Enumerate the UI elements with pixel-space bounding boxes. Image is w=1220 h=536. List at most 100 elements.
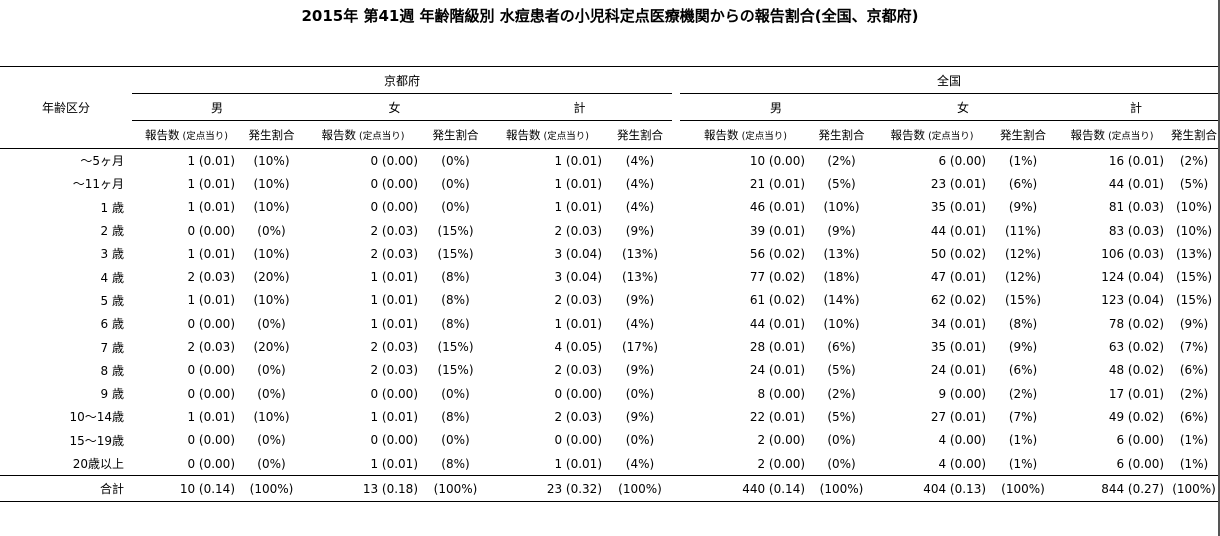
region-gap: [672, 405, 680, 428]
rate-cell-kyoto-male: (10%): [253, 246, 290, 261]
count-cell-kyoto-total: 3 (0.04): [554, 270, 602, 285]
rate-cell-national-male: (2%): [827, 386, 856, 401]
count-cell-kyoto-female: 0 (0.00): [370, 200, 418, 215]
count-sub-label: (定点当り): [179, 130, 228, 142]
age-cell: 5 歳: [100, 293, 124, 308]
count-cell-kyoto-female: 13 (0.18): [302, 475, 424, 503]
rate-cell-kyoto-female: (8%): [441, 456, 470, 471]
count-cell-kyoto-total: 4 (0.05): [554, 340, 602, 355]
region-gap: [672, 429, 680, 452]
count-cell-national-female: 404 (0.13): [872, 475, 993, 503]
count-cell-national-female: 35 (0.01): [930, 200, 987, 215]
count-cell-national-total: 844 (0.27): [1054, 475, 1171, 503]
count-cell-kyoto-female: 0 (0.00): [370, 433, 418, 448]
region-gap: [672, 312, 680, 335]
rate-cell-kyoto-female: (15%): [437, 223, 474, 238]
age-cell: 9 歳: [100, 387, 124, 402]
count-sub-label: (定点当り): [1105, 130, 1154, 142]
rate-cell-national-female: (1%): [1008, 433, 1038, 448]
count-label: 報告数: [506, 127, 541, 142]
rate-header-kyoto-female: 発生割合: [424, 120, 487, 149]
table-row: 5 歳 1 (0.01) (10%) 1 (0.01) (8%) 2 (0.03) (9%)…: [0, 289, 1218, 312]
rate-cell-kyoto-total: (17%): [621, 340, 659, 355]
age-cell: 3 歳: [100, 247, 124, 262]
rate-cell-national-female: (9%): [1008, 200, 1038, 215]
rate-cell-national-male: (2%): [827, 153, 856, 168]
rate-cell-kyoto-male: (0%): [257, 363, 286, 378]
count-cell-kyoto-female: 1 (0.01): [370, 456, 418, 471]
sex-header-kyoto-female: 女: [302, 93, 487, 121]
count-header-national-male: 報告数 (定点当り): [680, 120, 812, 149]
rate-cell-national-female: (15%): [1004, 293, 1042, 308]
count-cell-kyoto-male: 0 (0.00): [187, 223, 235, 238]
table-row: 8 歳 0 (0.00) (0%) 2 (0.03) (15%) 2 (0.03) (9%)…: [0, 359, 1218, 382]
count-cell-national-total: 17 (0.01): [1108, 386, 1165, 401]
count-cell-kyoto-total: 2 (0.03): [554, 293, 602, 308]
region-gap: [672, 94, 680, 121]
rate-cell-national-total: (2%): [1179, 153, 1209, 168]
region-gap: [672, 335, 680, 358]
count-cell-national-total: 44 (0.01): [1108, 176, 1165, 191]
count-cell-national-male: 10 (0.00): [749, 153, 806, 168]
rate-cell-national-total: (5%): [1179, 176, 1209, 191]
rate-cell-kyoto-total: (4%): [625, 316, 655, 331]
table-row: 3 歳 1 (0.01) (10%) 2 (0.03) (15%) 3 (0.04) (13…: [0, 242, 1218, 265]
table-row: 10～14歳 1 (0.01) (10%) 1 (0.01) (8%) 2 (0.03) (…: [0, 405, 1218, 428]
count-cell-national-male: 39 (0.01): [749, 223, 806, 238]
sex-header-kyoto-total: 計: [487, 93, 673, 121]
count-label: 報告数: [145, 127, 180, 142]
count-cell-kyoto-female: 2 (0.03): [370, 223, 418, 238]
age-cell: 合計: [0, 475, 132, 503]
rate-cell-kyoto-total: (13%): [621, 270, 659, 285]
sex-header-national-female: 女: [872, 93, 1055, 121]
count-cell-kyoto-male: 0 (0.00): [187, 433, 235, 448]
count-cell-national-total: 106 (0.03): [1101, 246, 1165, 261]
count-sub-label: (定点当り): [540, 130, 589, 142]
rate-cell-kyoto-female: (15%): [437, 246, 474, 261]
rate-cell-national-male: (14%): [823, 293, 860, 308]
age-cell: 6 歳: [100, 317, 124, 332]
rate-cell-national-male: (0%): [827, 433, 856, 448]
count-cell-national-total: 6 (0.00): [1116, 433, 1165, 448]
count-header-kyoto-total: 報告数 (定点当り): [487, 120, 608, 149]
count-cell-kyoto-total: 0 (0.00): [554, 386, 602, 401]
rate-cell-national-female: (8%): [1008, 316, 1038, 331]
page-title: 2015年 第41週 年齢階級別 水痘患者の小児科定点医療機関からの報告割合(全…: [301, 7, 919, 25]
rate-cell-national-total: (2%): [1179, 386, 1209, 401]
count-cell-kyoto-male: 0 (0.00): [187, 386, 235, 401]
region-gap: [672, 120, 681, 149]
count-cell-kyoto-total: 1 (0.01): [554, 200, 602, 215]
count-cell-national-female: 44 (0.01): [930, 223, 987, 238]
region-gap: [672, 265, 680, 288]
rate-cell-kyoto-total: (4%): [625, 456, 655, 471]
count-label: 報告数: [321, 127, 357, 142]
rate-cell-kyoto-total: (0%): [625, 433, 655, 448]
rate-cell-kyoto-male: (0%): [257, 433, 286, 448]
rate-cell-national-total: (6%): [1179, 409, 1209, 424]
count-cell-kyoto-female: 1 (0.01): [370, 270, 418, 285]
count-cell-kyoto-male: 2 (0.03): [187, 270, 235, 285]
rate-cell-national-male: (5%): [827, 176, 856, 191]
rate-cell-kyoto-female: (0%): [441, 176, 470, 191]
rate-cell-kyoto-total: (9%): [625, 223, 655, 238]
rate-cell-kyoto-male: (0%): [257, 456, 286, 471]
rate-cell-national-total: (15%): [1176, 270, 1213, 285]
count-cell-national-male: 8 (0.00): [757, 386, 806, 401]
rate-cell-kyoto-female: (100%): [424, 475, 487, 503]
count-cell-national-total: 49 (0.02): [1108, 409, 1165, 424]
count-header-national-female: 報告数 (定点当り): [872, 120, 993, 149]
region-gap: [672, 172, 680, 195]
count-sub-label: (定点当り): [356, 130, 405, 142]
rate-cell-kyoto-female: (0%): [441, 433, 470, 448]
rate-header-national-male: 発生割合: [811, 120, 873, 149]
count-cell-national-male: 46 (0.01): [749, 200, 806, 215]
count-cell-national-total: 63 (0.02): [1108, 340, 1165, 355]
report-table: 年齢区分 京都府 全国 男 女 計 男 女 計 報告数 (定点当り) 発生割合 報告…: [0, 66, 1219, 503]
rate-cell-kyoto-total: (9%): [625, 293, 655, 308]
rate-cell-kyoto-male: (20%): [253, 270, 290, 285]
count-label: 報告数: [704, 127, 739, 142]
count-cell-kyoto-male: 2 (0.03): [187, 340, 235, 355]
rate-cell-national-total: (10%): [1176, 200, 1213, 215]
count-cell-kyoto-female: 0 (0.00): [370, 153, 418, 168]
count-cell-kyoto-total: 1 (0.01): [554, 316, 602, 331]
